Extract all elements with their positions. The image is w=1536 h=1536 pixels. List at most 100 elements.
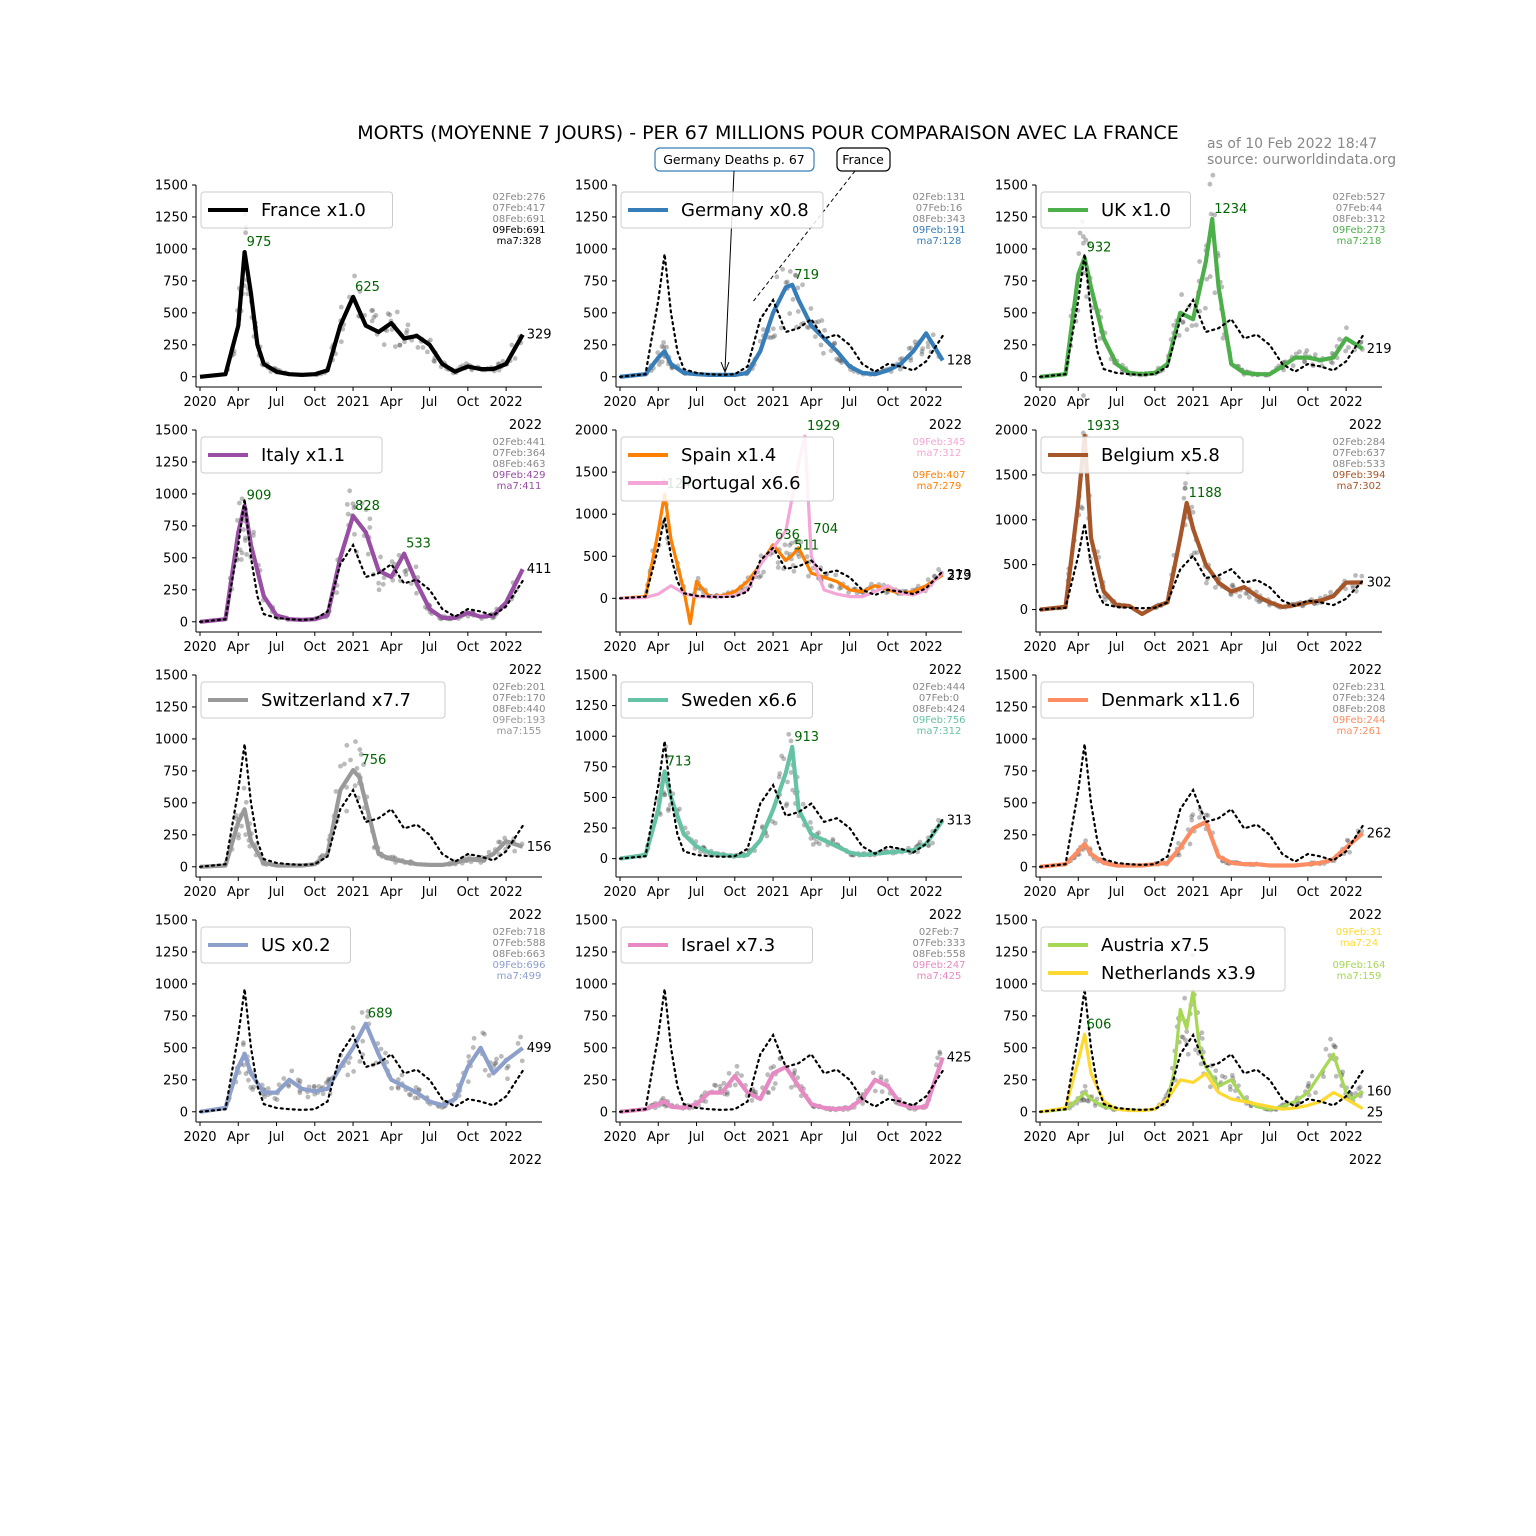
scatter-point [242, 535, 248, 541]
x-tick-label: 2020 [1023, 395, 1056, 410]
note-text: 02Feb:284 [1333, 437, 1386, 448]
scatter-point [404, 568, 409, 573]
scatter-point [1213, 1068, 1219, 1074]
scatter-point [389, 1085, 395, 1091]
scatter-point [342, 761, 347, 767]
scatter-point [1212, 290, 1218, 296]
scatter-point [236, 835, 241, 841]
reference-line [618, 988, 944, 1113]
y-tick-label: 1500 [995, 179, 1028, 194]
scatter-point [884, 590, 889, 596]
y-tick-label: 250 [1003, 1073, 1028, 1088]
scatter-point [912, 339, 918, 345]
scatter-point [749, 1098, 755, 1103]
scatter-point [878, 1074, 884, 1080]
scatter-point [1078, 504, 1084, 510]
panel-9: 0 250 500 750 1000 1250 1500 2020 Apr Jul Oct 2021 A… [995, 669, 1392, 924]
scatter-point [1359, 573, 1365, 579]
note-text: ma7:328 [497, 236, 542, 247]
scatter-point [717, 1083, 723, 1089]
y-tick-label: 250 [163, 583, 188, 598]
x-offset-label: 2022 [929, 663, 962, 678]
scatter-point [1080, 506, 1085, 511]
note-text: 02Feb:527 [1333, 192, 1386, 203]
note-text: 07Feb:588 [493, 938, 546, 949]
y-tick-label: 1000 [575, 730, 608, 745]
x-tick-label: Jul [421, 1130, 438, 1145]
scatter-point [1290, 363, 1296, 369]
note-text: 07Feb:417 [493, 203, 546, 214]
note-text: 09Feb:31 [1336, 927, 1383, 938]
x-tick-label: Apr [380, 640, 403, 655]
scatter-point [789, 540, 795, 546]
scatter-point [781, 756, 787, 762]
x-offset-label: 2022 [1349, 1153, 1382, 1168]
scatter-point [1229, 583, 1235, 589]
scatter-point [758, 573, 764, 579]
scatter-point [790, 787, 796, 793]
x-tick-label: Apr [227, 395, 250, 410]
scatter-point [1181, 495, 1187, 501]
scatter-point [241, 527, 247, 532]
y-tick-label: 0 [180, 615, 188, 630]
scatter-point [470, 1045, 476, 1050]
scatter-point [350, 1025, 356, 1031]
scatter-point [504, 1065, 510, 1071]
reference-line [618, 253, 944, 378]
scatter-point [1092, 1103, 1098, 1108]
panel-2: 0 250 500 750 1000 1250 1500 2020 Apr Jul Oct 2021 A… [575, 179, 972, 434]
note-text: ma7:218 [1337, 236, 1382, 247]
panel-6: 0 500 1000 1500 2000 2020 Apr Jul Oct 2021 Apr Jul O… [995, 393, 1392, 678]
scatter-point [780, 266, 785, 272]
legend-label: Germany x0.8 [681, 200, 809, 221]
scatter-point [1191, 550, 1197, 556]
scatter-point [241, 785, 247, 791]
scatter-point [770, 1086, 776, 1091]
x-tick-label: Jul [688, 885, 705, 900]
x-tick-label: Apr [1220, 1130, 1243, 1145]
x-tick-label: Oct [877, 395, 899, 410]
scatter-point [764, 833, 770, 839]
scatter-point [818, 342, 824, 348]
scatter-point [1176, 852, 1182, 858]
scatter-point [367, 525, 373, 530]
note-text: 09Feb:756 [913, 715, 966, 726]
peak-label: 625 [355, 280, 380, 295]
scatter-point [793, 539, 798, 545]
scatter-point [498, 1053, 504, 1059]
scatter-point [347, 488, 353, 494]
callout-germany-label: Germany Deaths p. 67 [663, 152, 805, 167]
scatter-point [394, 309, 400, 315]
x-offset-label: 2022 [1349, 418, 1382, 433]
scatter-point [807, 819, 813, 825]
note-text: 08Feb:312 [1333, 214, 1386, 225]
x-tick-label: Jul [1108, 885, 1125, 900]
reference-line [198, 498, 524, 623]
scatter-point [1220, 335, 1226, 341]
scatter-point [345, 511, 351, 517]
legend-box [1040, 436, 1244, 474]
scatter-point [753, 1089, 758, 1095]
x-tick-label: Jul [1261, 640, 1278, 655]
scatter-point [787, 269, 793, 274]
x-tick-label: 2020 [603, 885, 636, 900]
series-line-1 [199, 768, 524, 869]
scatter-point [1303, 351, 1308, 357]
scatter-point [788, 770, 794, 775]
scatter-point [832, 340, 837, 346]
scatter-point [297, 1090, 303, 1096]
scatter-point [345, 1072, 351, 1078]
x-tick-label: Jul [268, 1130, 285, 1145]
scatter-point [937, 1051, 943, 1057]
note-text: 09Feb:394 [1333, 470, 1386, 481]
scatter-point [879, 1089, 885, 1095]
scatter-point [1328, 359, 1334, 365]
end-label-2: 25 [1367, 1106, 1384, 1121]
y-tick-label: 500 [1003, 558, 1028, 573]
legend-label: Austria x7.5 [1101, 935, 1210, 956]
scatter-point [770, 326, 776, 332]
scatter-point [355, 795, 361, 801]
note-text: ma7:425 [917, 971, 962, 982]
scatter-point [695, 575, 701, 581]
x-tick-label: Jul [1108, 1130, 1125, 1145]
